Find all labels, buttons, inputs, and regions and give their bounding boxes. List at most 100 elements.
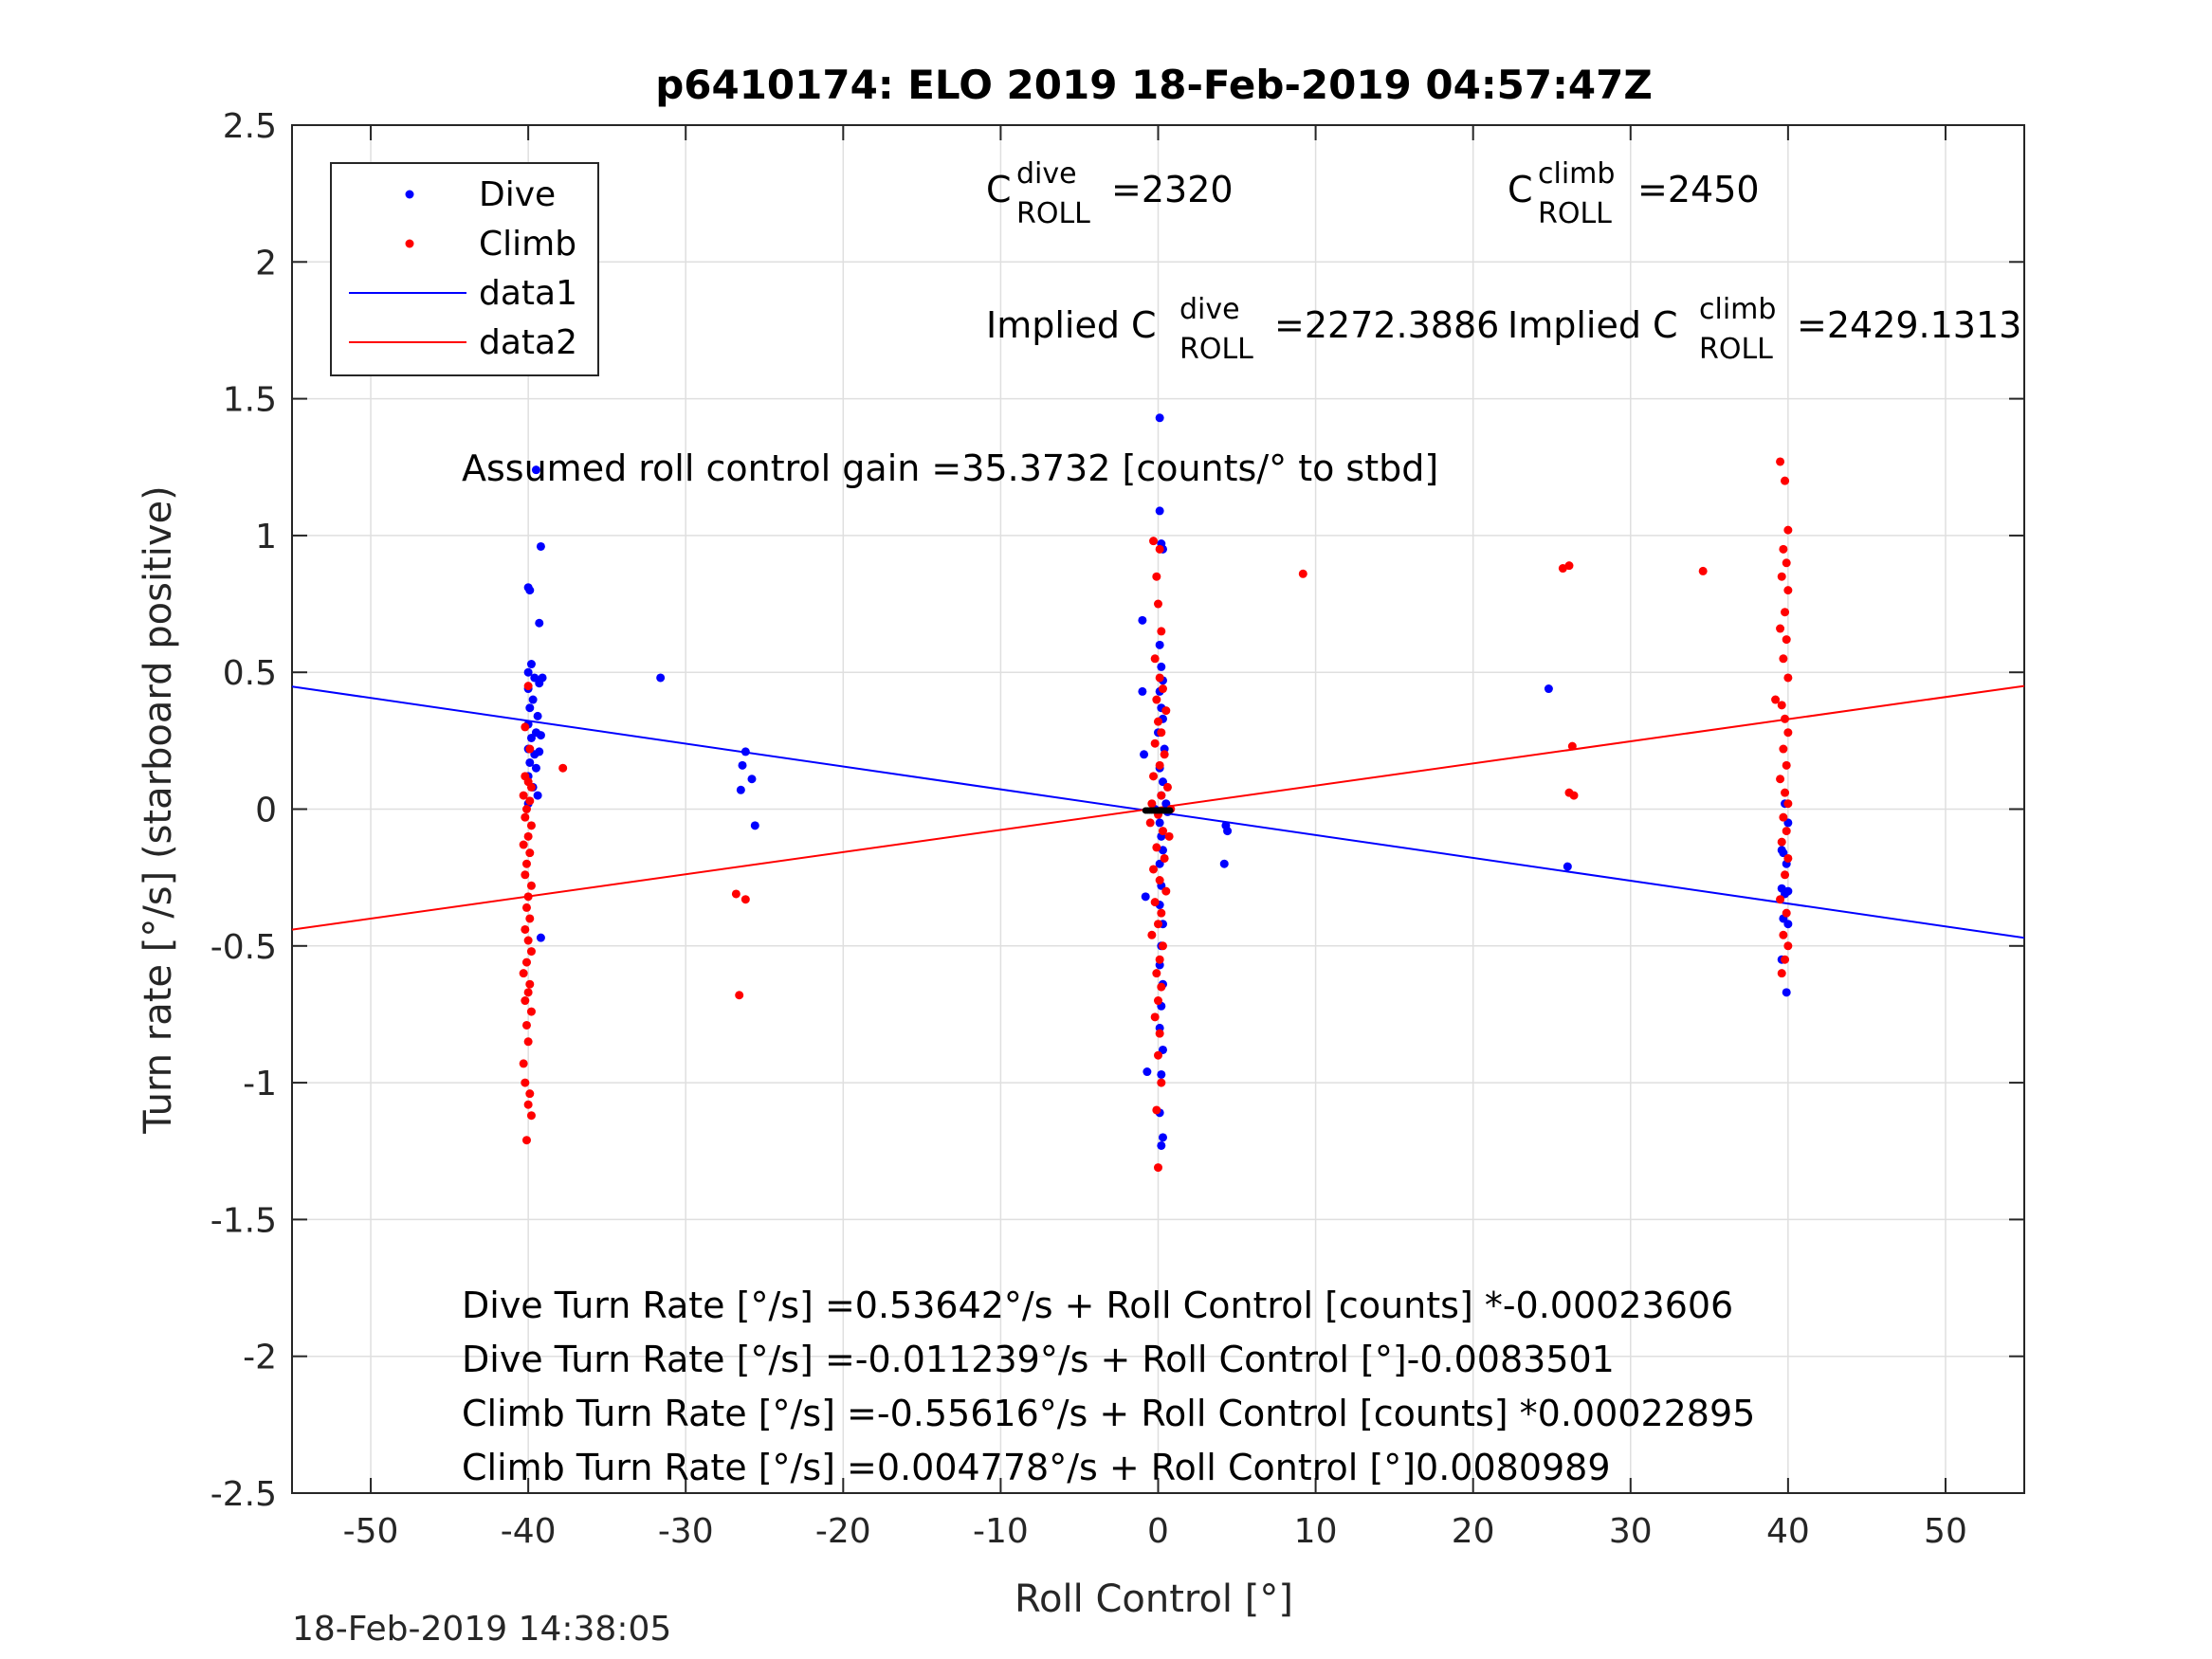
- dive-point: [1155, 640, 1164, 649]
- overlap-point: [1166, 807, 1174, 814]
- climb-point: [521, 722, 530, 732]
- climb-point: [1771, 695, 1781, 704]
- x-tick-label: -20: [815, 1512, 871, 1551]
- dive-point: [1782, 988, 1791, 997]
- climb-point: [1162, 782, 1172, 792]
- climb-point: [1152, 843, 1161, 852]
- climb-point: [558, 763, 568, 773]
- chart-title: p6410174: ELO 2019 18-Feb-2019 04:57:47Z: [655, 62, 1653, 108]
- climb-point: [1779, 744, 1788, 754]
- climb-point: [1781, 476, 1790, 485]
- climb-point: [519, 840, 528, 849]
- dive-point: [1223, 827, 1233, 836]
- climb-point: [1567, 741, 1577, 751]
- climb-point: [1777, 572, 1786, 581]
- climb-point: [521, 812, 530, 822]
- climb-point: [1783, 853, 1793, 863]
- legend-marker-dive: [405, 190, 414, 199]
- annotation-implied-climb-value: =2429.1313: [1797, 304, 2021, 346]
- dive-point: [1157, 1069, 1166, 1079]
- dive-point: [1141, 892, 1150, 902]
- y-tick-label: 0: [255, 792, 277, 830]
- dive-point: [1158, 1133, 1167, 1142]
- dive-point: [1219, 859, 1229, 868]
- climb-point: [521, 1136, 531, 1145]
- annotation-c-climb-sup: climb: [1538, 157, 1615, 191]
- climb-point: [1155, 544, 1164, 554]
- dive-point: [740, 747, 750, 757]
- climb-point: [1152, 572, 1161, 581]
- climb-point: [1160, 853, 1169, 863]
- legend-label-data1: data1: [479, 274, 577, 313]
- climb-point: [1779, 812, 1788, 822]
- climb-point: [1147, 799, 1157, 809]
- climb-point: [1149, 865, 1159, 874]
- y-tick-label: 1.5: [223, 381, 277, 420]
- dive-point: [1155, 413, 1164, 423]
- climb-point: [526, 1111, 536, 1121]
- climb-point: [1782, 760, 1791, 770]
- climb-point: [523, 988, 533, 997]
- annotation-implied-dive-sup: dive: [1179, 293, 1240, 326]
- series-overlap-cluster: [1142, 807, 1174, 814]
- climb-point: [1157, 791, 1166, 800]
- annotation-implied-climb-base: Implied C: [1508, 304, 1678, 346]
- climb-point: [1155, 955, 1164, 964]
- dive-point: [1563, 862, 1572, 871]
- dive-point: [525, 586, 535, 595]
- climb-point: [519, 1059, 528, 1068]
- climb-point: [521, 902, 531, 912]
- dive-point: [533, 711, 542, 720]
- dive-point: [525, 757, 535, 767]
- y-tick-label: 2.5: [223, 107, 277, 146]
- climb-point: [1781, 608, 1790, 617]
- climb-point: [1779, 544, 1788, 554]
- climb-point: [1781, 714, 1790, 723]
- dive-point: [535, 747, 544, 757]
- climb-point: [1150, 898, 1160, 907]
- y-tick-label: -0.5: [210, 928, 277, 967]
- climb-point: [521, 1078, 530, 1087]
- y-tick-label: -1: [243, 1065, 277, 1103]
- climb-point: [1150, 738, 1160, 748]
- climb-point: [525, 979, 535, 989]
- climb-point: [1782, 558, 1791, 568]
- dive-point: [736, 785, 745, 794]
- climb-point: [1145, 818, 1155, 828]
- dive-point: [538, 673, 547, 683]
- climb-point: [1157, 1078, 1166, 1087]
- climb-point: [1777, 837, 1786, 847]
- climb-point: [1783, 586, 1793, 595]
- climb-point: [525, 1089, 535, 1099]
- annotation-implied-dive: Implied C dive ROLL =2272.3886: [986, 293, 1499, 366]
- climb-point: [1158, 941, 1167, 951]
- annotation-c-climb-base: C: [1508, 169, 1533, 210]
- x-tick-label: 20: [1452, 1512, 1495, 1551]
- climb-point: [521, 870, 530, 880]
- climb-point: [1779, 930, 1788, 939]
- y-tick-label: 0.5: [223, 654, 277, 693]
- climb-point: [1158, 684, 1167, 694]
- equation-dive-counts: Dive Turn Rate [°/s] =0.53642°/s + Roll …: [462, 1285, 1733, 1326]
- annotation-implied-dive-base: Implied C: [986, 304, 1157, 346]
- y-tick-label: -2: [243, 1339, 277, 1377]
- legend-marker-climb: [405, 239, 414, 248]
- annotation-c-dive: C dive ROLL =2320: [986, 157, 1234, 230]
- climb-point: [519, 791, 528, 800]
- climb-point: [1777, 969, 1786, 978]
- climb-point: [1776, 457, 1785, 466]
- climb-point: [523, 892, 533, 902]
- climb-point: [1154, 599, 1162, 609]
- y-axis-label: Turn rate [°/s] (starboard positive): [137, 485, 180, 1135]
- climb-point: [1157, 627, 1166, 636]
- annotation-c-dive-sub: ROLL: [1016, 197, 1090, 230]
- climb-point: [1155, 876, 1164, 885]
- legend: Dive Climb data1 data2: [330, 162, 599, 376]
- dive-point: [1157, 662, 1166, 671]
- climb-point: [521, 996, 530, 1006]
- dive-point: [738, 760, 747, 770]
- series-climb: [519, 457, 1793, 1173]
- annotation-implied-climb-sub: ROLL: [1699, 333, 1773, 366]
- x-tick-label: 50: [1924, 1512, 1967, 1551]
